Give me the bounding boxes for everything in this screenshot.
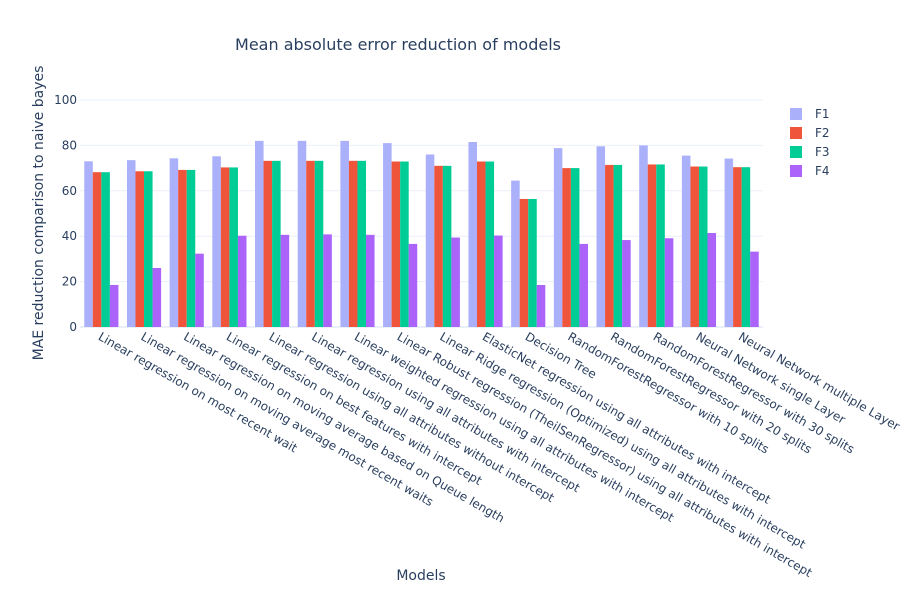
chart-title: Mean absolute error reduction of models xyxy=(235,35,561,54)
bar-f3[interactable] xyxy=(528,198,537,327)
bar-f2[interactable] xyxy=(263,160,273,327)
bar-f3[interactable] xyxy=(229,167,238,327)
bar-f1[interactable] xyxy=(297,140,307,327)
bar-f4[interactable] xyxy=(579,243,588,327)
legend-item-f2[interactable]: F2 xyxy=(790,126,830,140)
y-tick-label: 80 xyxy=(62,138,77,152)
bar-f4[interactable] xyxy=(237,235,247,327)
legend-item-f4[interactable]: F4 xyxy=(790,164,830,178)
bars xyxy=(84,140,759,327)
legend[interactable]: F1 F2 F3 F4 xyxy=(790,107,830,178)
bar-f4[interactable] xyxy=(195,253,204,327)
bar-f3[interactable] xyxy=(101,172,110,327)
legend-swatch xyxy=(790,108,802,120)
bar-f2[interactable] xyxy=(391,161,401,327)
bar-f3[interactable] xyxy=(144,171,153,327)
bar-f2[interactable] xyxy=(476,161,486,327)
bar-f2[interactable] xyxy=(348,160,358,327)
bar-f4[interactable] xyxy=(494,235,503,327)
bar-f3[interactable] xyxy=(698,166,708,327)
bar-f1[interactable] xyxy=(84,161,93,327)
bar-f3[interactable] xyxy=(485,161,495,327)
y-axis-title: MAE reduction comparison to naive bayes xyxy=(31,66,47,361)
legend-label: F4 xyxy=(815,164,830,178)
x-axis-title: Models xyxy=(396,568,445,584)
bar-f2[interactable] xyxy=(220,167,230,327)
bar-f1[interactable] xyxy=(255,140,264,327)
bar-f1[interactable] xyxy=(169,158,179,327)
legend-item-f1[interactable]: F1 xyxy=(790,107,830,121)
bar-f1[interactable] xyxy=(639,145,648,327)
y-tick-label: 0 xyxy=(69,320,77,334)
bar-f4[interactable] xyxy=(707,233,717,327)
bar-f2[interactable] xyxy=(434,165,443,327)
legend-label: F3 xyxy=(815,145,830,159)
bar-f3[interactable] xyxy=(442,165,452,327)
bar-f2[interactable] xyxy=(519,198,529,327)
bar-f4[interactable] xyxy=(536,285,546,327)
bar-f4[interactable] xyxy=(451,237,460,327)
legend-swatch xyxy=(790,127,802,139)
bar-f4[interactable] xyxy=(109,285,119,327)
bar-f1[interactable] xyxy=(340,140,349,327)
legend-swatch xyxy=(790,165,802,177)
bar-f3[interactable] xyxy=(314,160,324,327)
y-tick-label: 40 xyxy=(62,229,77,243)
bar-f2[interactable] xyxy=(733,167,742,327)
bar-f4[interactable] xyxy=(152,267,162,327)
bar-f2[interactable] xyxy=(562,168,571,327)
legend-label: F2 xyxy=(815,126,830,140)
bar-f4[interactable] xyxy=(366,234,375,327)
bar-f4[interactable] xyxy=(323,234,332,327)
y-tick-label: 60 xyxy=(62,184,77,198)
bar-f3[interactable] xyxy=(570,168,580,327)
bar-f2[interactable] xyxy=(178,169,187,327)
bar-f3[interactable] xyxy=(741,167,751,327)
bar-f3[interactable] xyxy=(613,164,623,327)
bar-f4[interactable] xyxy=(750,251,759,327)
bar-f2[interactable] xyxy=(647,164,657,327)
legend-item-f3[interactable]: F3 xyxy=(790,145,830,159)
bar-f3[interactable] xyxy=(357,160,367,327)
bar-f3[interactable] xyxy=(186,169,196,327)
bar-f1[interactable] xyxy=(553,148,563,327)
y-tick-label: 100 xyxy=(54,93,77,107)
bar-f2[interactable] xyxy=(306,160,315,327)
bar-f4[interactable] xyxy=(664,238,674,327)
bar-f1[interactable] xyxy=(383,143,392,327)
bar-f1[interactable] xyxy=(425,154,435,327)
bar-f2[interactable] xyxy=(92,172,102,327)
legend-swatch xyxy=(790,146,802,158)
y-axis-ticks: 0 20 40 60 80 100 xyxy=(54,93,77,334)
bar-f1[interactable] xyxy=(126,160,136,327)
bar-f4[interactable] xyxy=(622,240,631,327)
bar-f1[interactable] xyxy=(681,155,691,327)
bar-f3[interactable] xyxy=(656,164,665,327)
bar-f1[interactable] xyxy=(212,156,221,327)
bar-f1[interactable] xyxy=(468,141,477,327)
bar-f1[interactable] xyxy=(724,158,734,327)
bar-f2[interactable] xyxy=(605,164,614,327)
bar-f1[interactable] xyxy=(596,146,606,327)
bar-f2[interactable] xyxy=(135,171,145,327)
bar-f3[interactable] xyxy=(400,161,409,327)
bar-f1[interactable] xyxy=(511,180,520,327)
bar-f4[interactable] xyxy=(408,243,418,327)
bar-f3[interactable] xyxy=(272,160,281,327)
legend-label: F1 xyxy=(815,107,830,121)
y-tick-label: 20 xyxy=(62,275,77,289)
bar-f4[interactable] xyxy=(280,234,290,327)
bar-f2[interactable] xyxy=(690,166,699,327)
